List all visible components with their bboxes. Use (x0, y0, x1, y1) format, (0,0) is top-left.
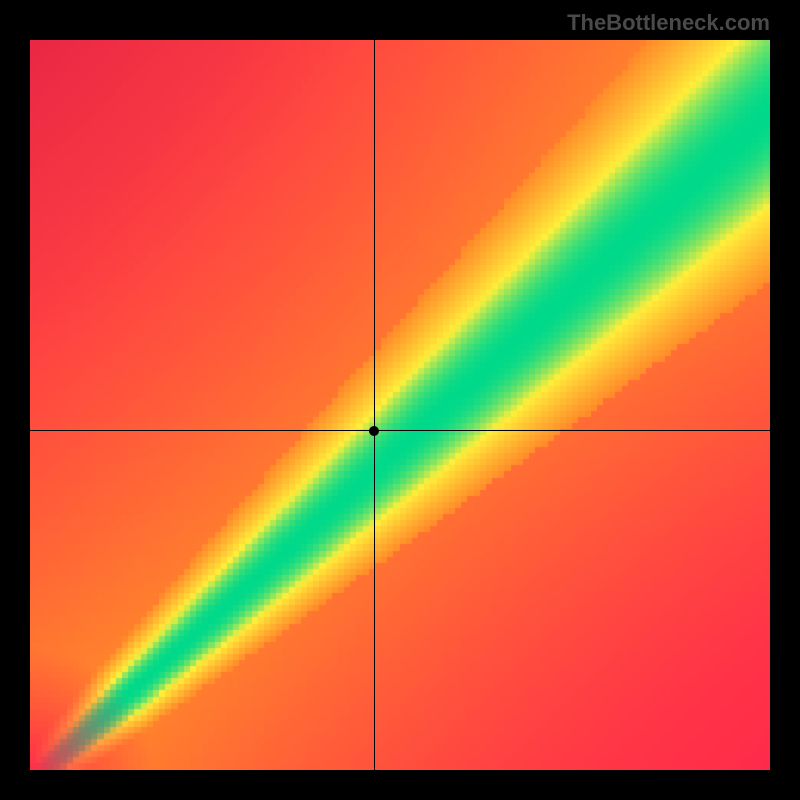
crosshair-horizontal (30, 430, 770, 431)
crosshair-marker (369, 426, 379, 436)
chart-container: TheBottleneck.com (0, 0, 800, 800)
heatmap-plot (30, 40, 770, 770)
watermark-label: TheBottleneck.com (567, 10, 770, 36)
crosshair-vertical (374, 40, 375, 770)
